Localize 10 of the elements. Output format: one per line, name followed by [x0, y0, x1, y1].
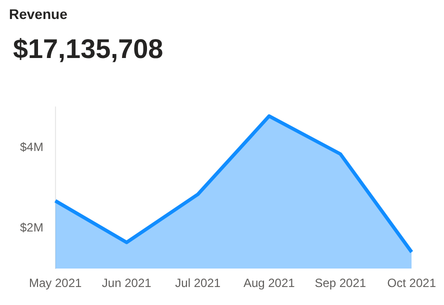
- y-tick-label: $4M: [20, 140, 44, 154]
- x-tick-label: Oct 2021: [387, 276, 436, 290]
- x-tick-label: Jul 2021: [175, 276, 221, 290]
- chart-subtitle: $17,135,708: [13, 34, 164, 65]
- y-tick-label: $2M: [20, 220, 44, 235]
- x-tick-label: May 2021: [28, 276, 82, 290]
- x-tick-label: Aug 2021: [243, 276, 296, 290]
- x-tick-label: Sep 2021: [314, 276, 366, 290]
- chart-title: Revenue: [9, 6, 68, 22]
- x-tick-label: Jun 2021: [102, 276, 152, 290]
